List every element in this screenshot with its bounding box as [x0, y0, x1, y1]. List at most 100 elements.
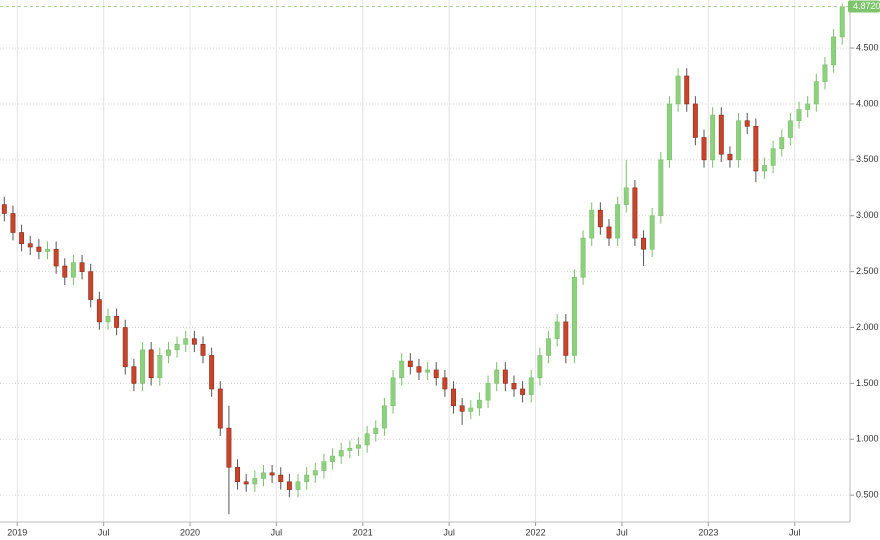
- candle-body: [330, 455, 336, 462]
- candle-body: [1, 204, 7, 214]
- candle-body: [157, 355, 163, 379]
- candle-body: [675, 75, 681, 105]
- candle-body: [718, 114, 724, 155]
- x-tick-label: Jul: [616, 527, 628, 537]
- candle-body: [571, 276, 577, 356]
- candle-body: [114, 316, 120, 328]
- candle-body: [433, 369, 439, 379]
- candle-body: [753, 126, 759, 172]
- candle-body: [658, 159, 664, 217]
- candle-body: [364, 433, 370, 446]
- candle-body: [770, 148, 776, 166]
- y-tick-label: 1.500: [856, 378, 879, 388]
- candle-body: [813, 81, 819, 105]
- x-tick-label: Jul: [443, 527, 455, 537]
- candle-body: [649, 215, 655, 250]
- candle-body: [727, 153, 733, 161]
- candle-body: [632, 187, 638, 239]
- candle-body: [140, 349, 145, 384]
- candle-body: [165, 349, 171, 356]
- candle-body: [425, 369, 431, 373]
- candle-body: [261, 472, 266, 479]
- candle-body: [10, 213, 16, 233]
- candle-body: [252, 478, 258, 485]
- candle-body: [373, 427, 379, 434]
- candle-body: [442, 377, 448, 390]
- x-tick-label: 2019: [7, 527, 27, 537]
- candle-body: [235, 466, 241, 483]
- candle-body: [468, 407, 474, 412]
- candle-body: [88, 271, 94, 300]
- last-price-label: 4.8720: [853, 1, 880, 11]
- candle-body: [597, 209, 603, 228]
- x-tick-label: 2022: [526, 527, 546, 537]
- candle-body: [692, 103, 698, 138]
- candle-body: [744, 120, 750, 127]
- candle-body: [148, 349, 154, 379]
- candle-body: [70, 262, 76, 278]
- x-tick-label: Jul: [98, 527, 110, 537]
- candle-body: [416, 366, 422, 373]
- y-tick-label: 2.500: [856, 266, 879, 276]
- candle-body: [831, 36, 837, 66]
- candle-body: [762, 165, 767, 172]
- candle-body: [451, 388, 456, 407]
- candle-body: [347, 447, 353, 451]
- candle-body: [701, 137, 707, 161]
- candle-body: [520, 388, 526, 395]
- candle-body: [131, 366, 137, 384]
- candle-body: [822, 64, 828, 82]
- y-tick-label: 2.000: [856, 322, 879, 332]
- y-tick-label: 3.500: [856, 154, 879, 164]
- candle-body: [304, 474, 310, 483]
- candle-body: [710, 114, 716, 161]
- candle-body: [554, 321, 560, 339]
- candle-body: [407, 360, 413, 367]
- candle-body: [209, 355, 215, 390]
- candle-body: [502, 369, 508, 384]
- candle-body: [381, 405, 387, 429]
- candle-body: [122, 327, 128, 367]
- y-tick-label: 4.500: [856, 42, 879, 52]
- candle-body: [589, 209, 595, 239]
- x-tick-label: Jul: [271, 527, 283, 537]
- candle-body: [53, 248, 59, 267]
- candle-body: [36, 246, 42, 252]
- candle-body: [459, 405, 465, 412]
- y-tick-label: 0.500: [856, 490, 879, 500]
- x-tick-label: 2021: [353, 527, 373, 537]
- last-price-box: [848, 0, 880, 13]
- candle-body: [511, 383, 517, 390]
- candle-body: [295, 481, 301, 490]
- candle-body: [79, 262, 85, 272]
- candle-body: [839, 6, 845, 38]
- candle-body: [494, 369, 500, 384]
- candle-body: [399, 360, 405, 379]
- x-tick-label: 2023: [698, 527, 718, 537]
- candle-body: [390, 377, 396, 407]
- candle-body: [356, 444, 361, 449]
- candle-body: [27, 243, 33, 248]
- candle-body: [269, 472, 275, 476]
- candle-body: [615, 204, 621, 239]
- candle-body: [485, 383, 491, 401]
- y-tick-label: 3.000: [856, 210, 879, 220]
- candle-body: [105, 316, 111, 323]
- y-tick-label: 4.000: [856, 98, 879, 108]
- candle-body: [62, 265, 68, 278]
- candle-body: [787, 120, 793, 138]
- candle-body: [736, 120, 742, 161]
- candle-body: [796, 109, 802, 122]
- candle-body: [537, 355, 543, 379]
- candle-body: [217, 388, 223, 429]
- candle-body: [528, 377, 534, 395]
- candle-body: [278, 474, 284, 483]
- candle-body: [580, 237, 586, 278]
- y-tick-label: 1.000: [856, 434, 879, 444]
- candle-body: [684, 75, 690, 105]
- candle-body: [243, 481, 249, 485]
- candle-body: [338, 450, 344, 457]
- candle-body: [667, 103, 672, 161]
- candle-body: [200, 343, 206, 356]
